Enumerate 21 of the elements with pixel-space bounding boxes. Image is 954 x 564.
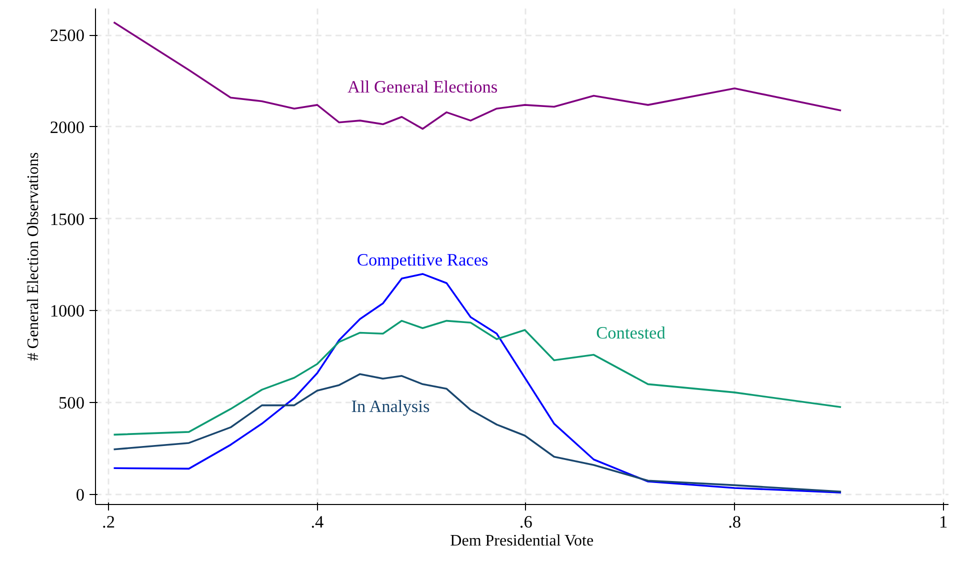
y-tick-label: 1000 (50, 302, 84, 321)
series-label: Contested (596, 323, 666, 342)
y-tick-label: 2000 (50, 118, 84, 137)
line-series (112, 320, 842, 436)
y-tick-label: 500 (58, 394, 85, 413)
x-tick-label: .2 (102, 512, 116, 532)
x-tick-label: .4 (310, 512, 324, 532)
y-tick-label: 1500 (50, 210, 84, 229)
x-axis-title: Dem Presidential Vote (450, 532, 594, 550)
y-tick-label: 0 (76, 485, 85, 504)
x-tick-label: .8 (728, 512, 742, 532)
line-series (112, 273, 842, 494)
series-label: Competitive Races (356, 250, 489, 270)
series-label: In Analysis (351, 397, 430, 416)
line-series (112, 373, 842, 493)
series-label: All General Elections (348, 77, 498, 96)
y-axis-title: # General Election Observations (24, 152, 42, 361)
x-tick-label: .6 (519, 512, 533, 532)
y-tick-label: 2500 (50, 26, 84, 46)
line-series (112, 21, 842, 130)
x-tick-label: 1 (938, 512, 948, 532)
